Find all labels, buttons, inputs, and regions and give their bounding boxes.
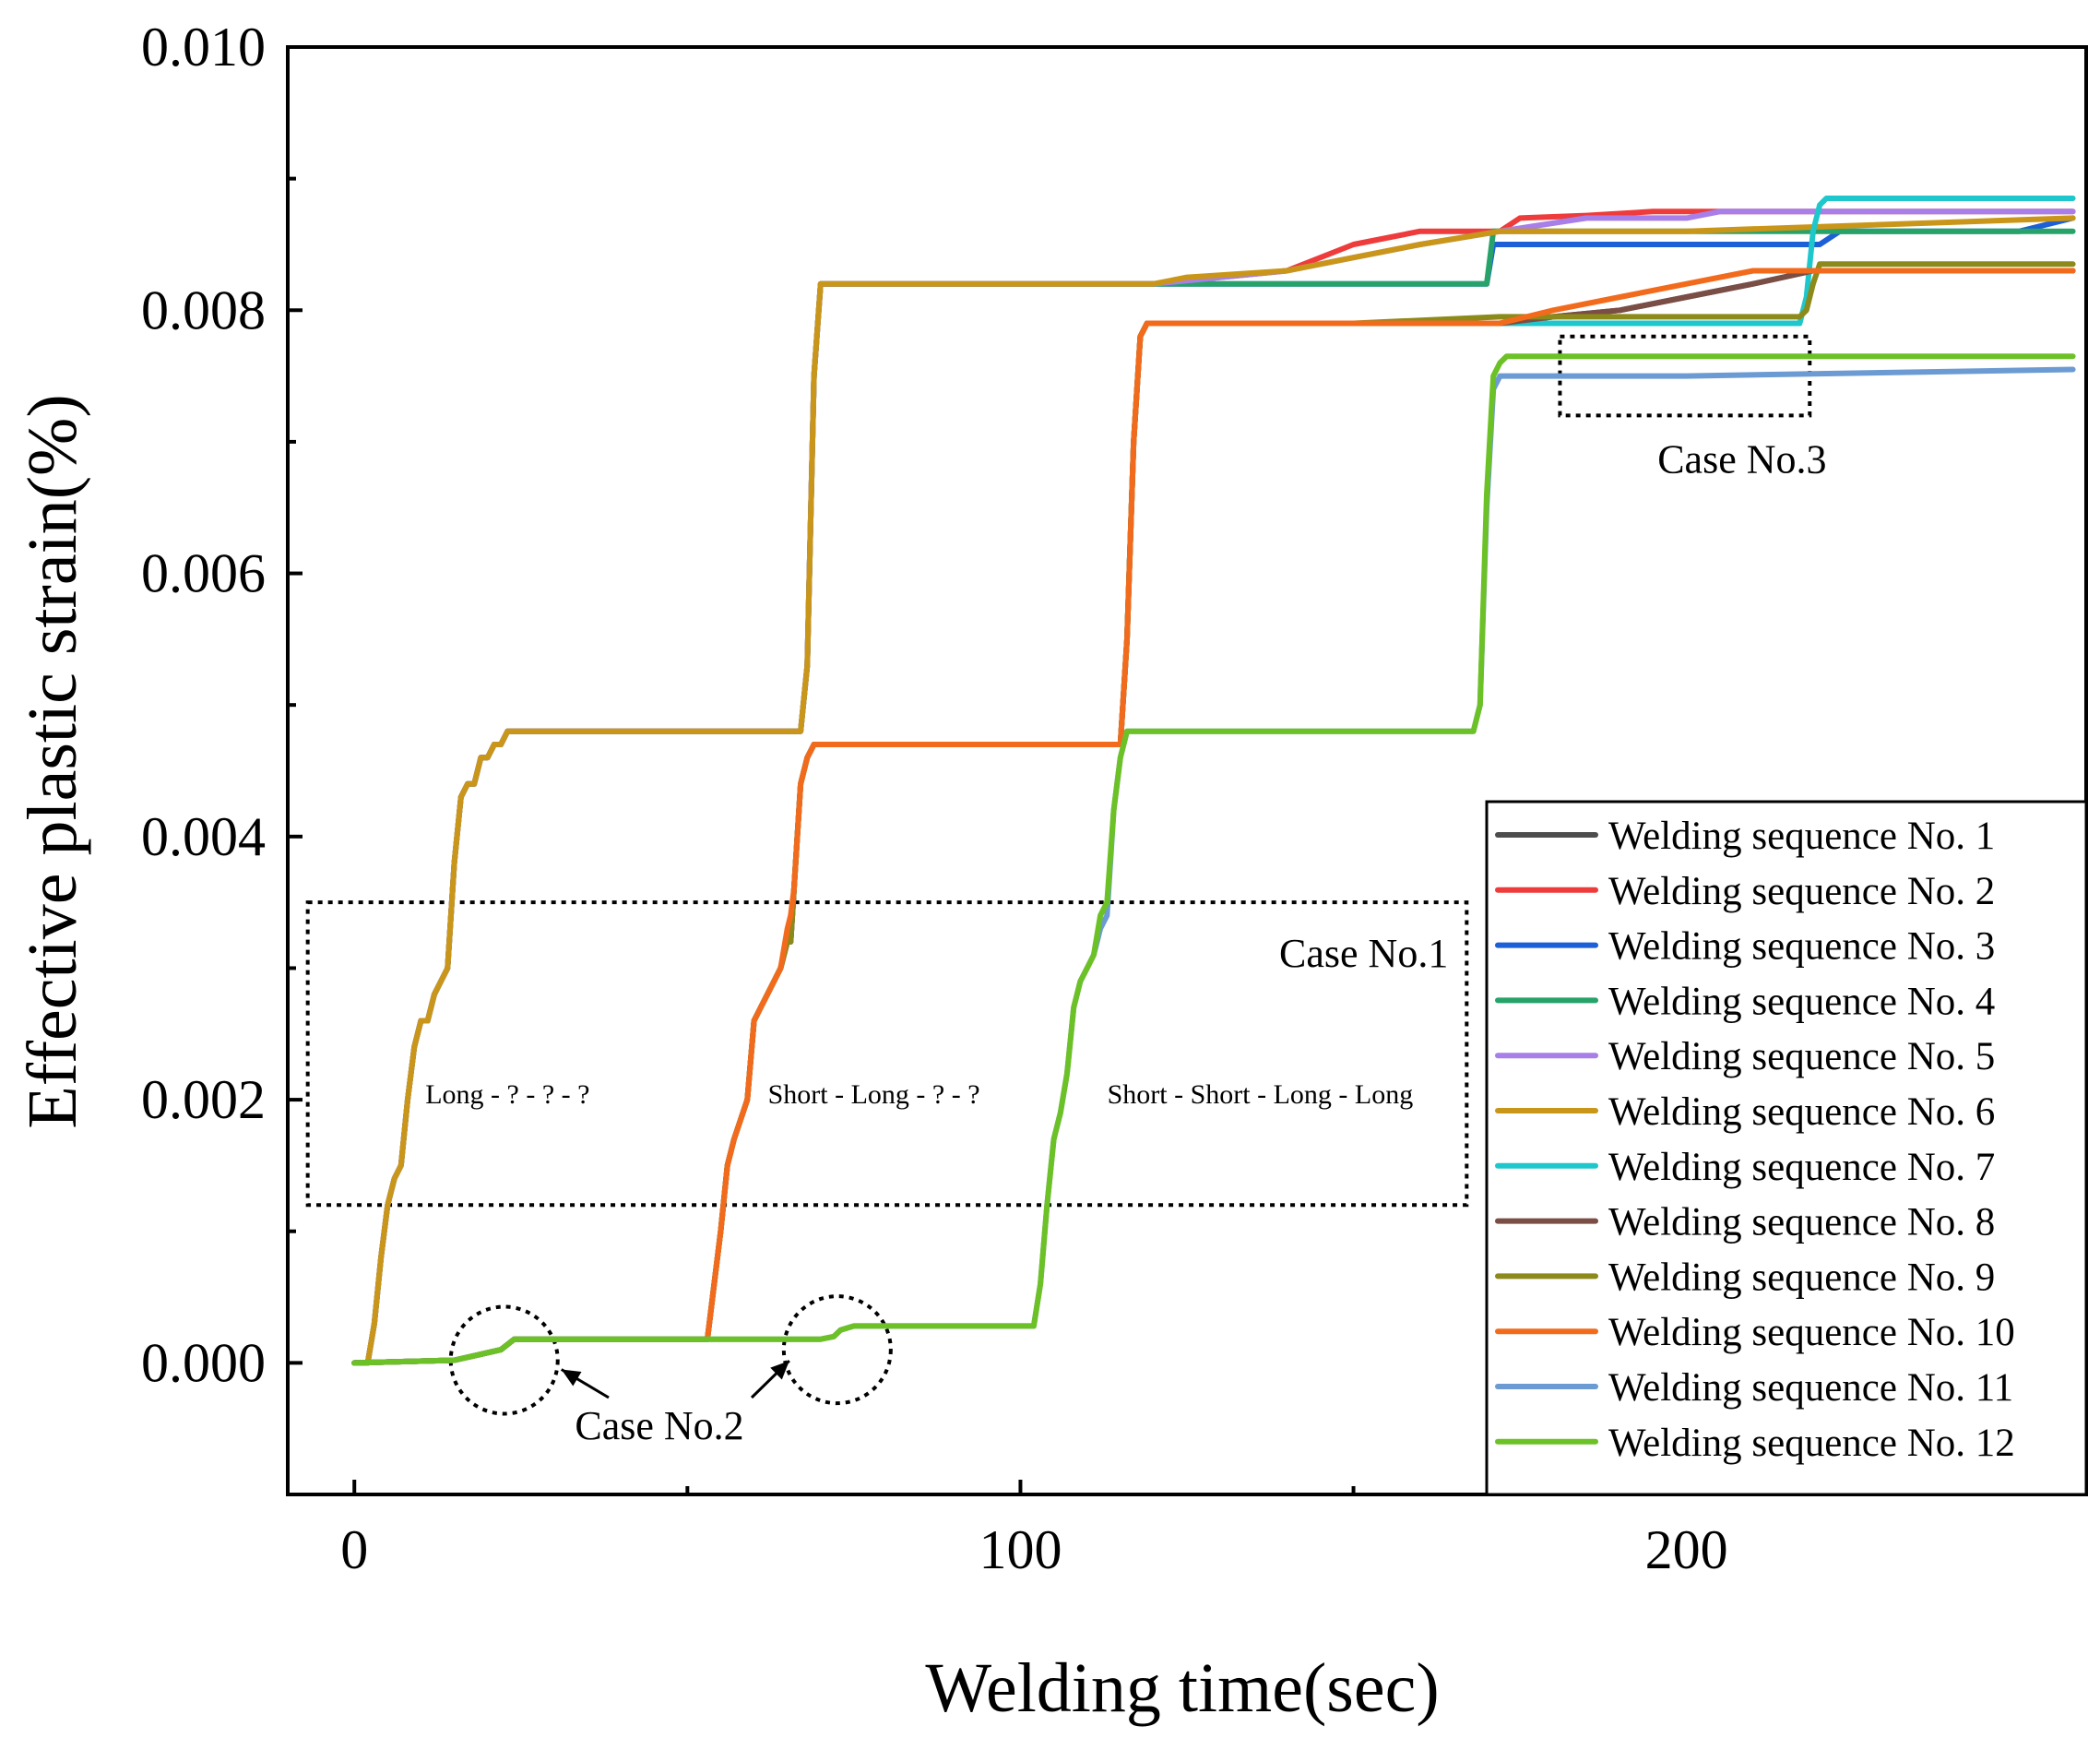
y-tick-label: 0.002 [141,1069,266,1130]
case3-label: Case No.3 [1657,436,1826,482]
case2-arrowhead [770,1361,789,1380]
case3-box [1558,334,1812,418]
case2-circle [448,1304,560,1416]
series-lines [351,196,2076,1366]
legend-label: Welding sequence No. 12 [1608,1422,2015,1465]
plot-frame [286,45,2088,1496]
x-tick-label: 0 [340,1519,368,1580]
y-axis-label: Effective plastic strain(%) [14,394,91,1128]
case1-sequence-text: Short - Short - Long - Long [1108,1079,1414,1110]
legend: Welding sequence No. 1 Welding sequence N… [1485,800,2088,1496]
axes: 0.000 0.002 0.004 0.006 0.008 0.010 0 100 200 Wel… [14,17,2088,1727]
case2-label: Case No.2 [575,1403,743,1448]
y-tick-label: 0.008 [141,280,266,340]
legend-label: Welding sequence No. 11 [1608,1366,2013,1410]
series-line-12 [351,353,2076,1366]
y-tick-label: 0.010 [141,17,266,77]
legend-label: Welding sequence No. 2 [1608,870,1995,913]
legend-label: Welding sequence No. 8 [1608,1201,1995,1244]
x-tick-label: 100 [979,1519,1062,1580]
case2-circle [781,1294,893,1406]
x-axis-label: Welding time(sec) [925,1649,1439,1727]
series-line-10 [351,268,2076,1366]
x-tick-label: 200 [1645,1519,1728,1580]
legend-box [1485,800,2088,1496]
legend-label: Welding sequence No. 3 [1608,925,1995,969]
annotations: Case No.1 Long - ? - ? - ? Short - Long - … [305,334,1827,1448]
legend-label: Welding sequence No. 5 [1608,1035,1995,1078]
series-line-6 [351,215,2076,1366]
legend-label: Welding sequence No. 9 [1608,1256,1995,1299]
case2-arrowhead [561,1369,582,1387]
legend-label: Welding sequence No. 10 [1608,1311,2015,1354]
case1-label: Case No.1 [1279,931,1448,976]
y-tick-label: 0.004 [141,806,266,867]
legend-label: Welding sequence No. 6 [1608,1090,1995,1134]
legend-label: Welding sequence No. 4 [1608,980,1995,1023]
legend-label: Welding sequence No. 7 [1608,1146,1995,1189]
case1-sequence-text: Short - Long - ? - ? [768,1079,980,1110]
y-tick-label: 0.000 [141,1332,266,1393]
y-tick-label: 0.006 [141,543,266,604]
case1-sequence-text: Long - ? - ? - ? [425,1079,589,1110]
case1-box [305,900,1469,1208]
legend-label: Welding sequence No. 1 [1608,815,1995,858]
